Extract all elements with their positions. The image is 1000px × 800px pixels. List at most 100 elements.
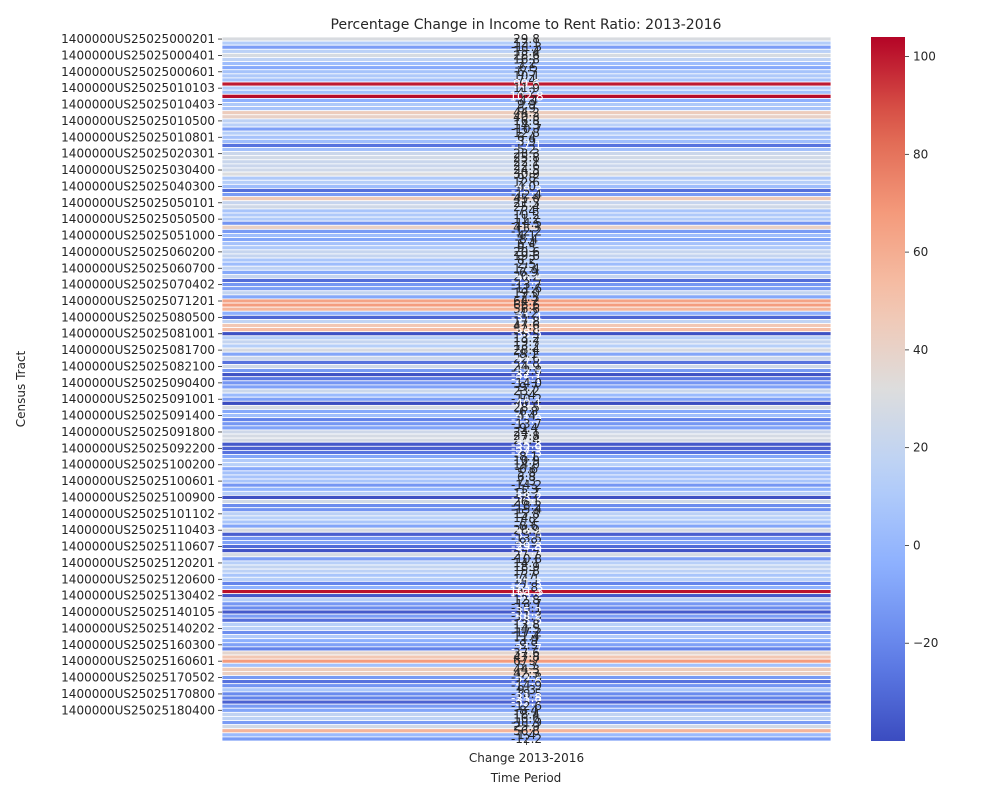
cell-value-label: -31.4 [511,310,542,324]
cell-value-label: 11.4 [513,630,540,644]
colorbar [871,37,905,741]
cell-value-label: -10.2 [511,392,542,406]
cell-value-label: 28.9 [513,523,540,537]
cell-value-label: 3.2 [517,57,536,71]
cell-value-label: 66.6 [513,298,540,312]
cell-value-label: -21.3 [511,576,542,590]
cell-value-label: 44.3 [513,662,540,676]
cell-value-label: 47.8 [513,650,540,664]
cell-value-label: -32.7 [511,695,542,709]
cell-value-label: -14.0 [511,376,542,390]
row-tick-label: 1400000US25025000201 [61,32,215,46]
colorbar-ticks: −20 0 20 40 60 80 100 [905,50,938,650]
cell-value-label: 18.4 [513,707,540,721]
cell-value-label: 16.6 [513,711,540,725]
cell-value-label: 6.4 [517,237,536,251]
colorbar-tick-label: 80 [913,147,928,161]
cell-value-label: 41.3 [513,220,540,234]
cell-value-label: 6.4 [517,130,536,144]
cell-value-label: 13.2 [513,339,540,353]
x-axis-title: Time Period [490,771,562,785]
cell-value-label: -40.1 [511,396,542,410]
cell-value-label: -13.7 [511,597,542,611]
row-tick-label: 1400000US25025040300 [61,179,215,193]
cell-value-label: -14.2 [511,478,542,492]
row-tick-label: 1400000US25025120201 [61,556,215,570]
row-tick-label: 1400000US25025060700 [61,261,215,275]
row-tick-label: 1400000US25025050101 [61,196,215,210]
cell-value-label: 7.7 [517,568,536,582]
cell-value-label: 12.8 [513,126,540,140]
row-tick-label: 1400000US25025170502 [61,671,215,685]
cell-value-label: -6.6 [515,462,538,476]
cell-value-label: 26.1 [513,495,540,509]
cell-value-label: 19.0 [513,286,540,300]
cell-value-label: -15.4 [511,503,542,517]
cell-value-label: 7.4 [517,204,536,218]
row-tick-label: 1400000US25025000601 [61,65,215,79]
row-tick-label: 1400000US25025050500 [61,212,215,226]
cell-value-label: -4.2 [515,306,538,320]
row-tick-label: 1400000US25025110403 [61,523,215,537]
cell-value-label: 6.5 [517,65,536,79]
cell-value-label: 40.3 [513,110,540,124]
cell-value-label: -13.7 [511,278,542,292]
row-tick-label: 1400000US25025100200 [61,458,215,472]
row-tick-label: 1400000US25025130402 [61,589,215,603]
cell-value-label: -36.2 [511,589,542,603]
cell-value-label: 5.2 [517,143,536,157]
row-tick-label: 1400000US25025082100 [61,359,215,373]
cell-value-label: 30.9 [513,167,540,181]
cell-value-label: 4.2 [517,85,536,99]
cell-value-label: -8.1 [515,347,538,361]
row-tick-label: 1400000US25025081700 [61,343,215,357]
cell-value-label: 20.6 [513,245,540,259]
cell-value-label: 14.1 [513,556,540,570]
row-tick-label: 1400000US25025010103 [61,81,215,95]
cell-value-label: -38.5 [511,327,542,341]
cell-value-label: -11.6 [511,282,542,296]
cell-value-label: 13.8 [513,617,540,631]
cell-value-label: -8.4 [515,703,538,717]
row-tick-label: 1400000US25025071201 [61,294,215,308]
cell-value-label: 56.6 [513,302,540,316]
cell-value-label: 12.1 [513,36,540,50]
row-tick-label: 1400000US25025120600 [61,572,215,586]
cell-value-label: 14.3 [513,118,540,132]
row-tick-label: 1400000US25025100900 [61,490,215,504]
cell-value-label: 8.2 [517,253,536,267]
cell-value-label: -27.2 [511,355,542,369]
cell-value-label: 14.0 [513,458,540,472]
cell-value-label: -6.8 [515,405,538,419]
y-axis-title: Census Tract [14,350,28,427]
cell-value-label: -11.3 [511,40,542,54]
cell-value-label: -12.4 [511,188,542,202]
cell-value-label: 102.8 [509,89,543,103]
cell-value-label: -14.9 [511,679,542,693]
cell-value-label: -8.6 [515,519,538,533]
colorbar-tick-label: 100 [913,50,936,64]
column-tick-label: Change 2013-2016 [469,751,584,765]
cell-value-label: 4.4 [517,409,536,423]
cell-value-label: 5.3 [517,658,536,672]
cell-value-label: -12.2 [511,224,542,238]
cell-value-label: -10.8 [511,552,542,566]
row-tick-label: 1400000US25025170800 [61,687,215,701]
cell-value-label: 22.6 [513,159,540,173]
row-tick-label: 1400000US25025080500 [61,310,215,324]
cell-value-label: 25.4 [513,200,540,214]
cell-value-label: 27.4 [513,433,540,447]
cell-value-label: 47.6 [513,319,540,333]
cell-value-label: 12.6 [513,175,540,189]
cell-value-label: 23.3 [513,147,540,161]
cell-value-label: -7.3 [515,290,538,304]
row-tick-label: 1400000US25025100601 [61,474,215,488]
cell-value-label: -37.7 [511,368,542,382]
row-tick-label: 1400000US25025160601 [61,654,215,668]
cell-value-label: -18.2 [511,499,542,513]
cell-value-label: 14.1 [513,572,540,586]
cell-value-label: 28.4 [513,343,540,357]
row-tick-label: 1400000US25025051000 [61,229,215,243]
cell-value-label: -27.3 [511,445,542,459]
row-tick-label: 1400000US25025020301 [61,147,215,161]
